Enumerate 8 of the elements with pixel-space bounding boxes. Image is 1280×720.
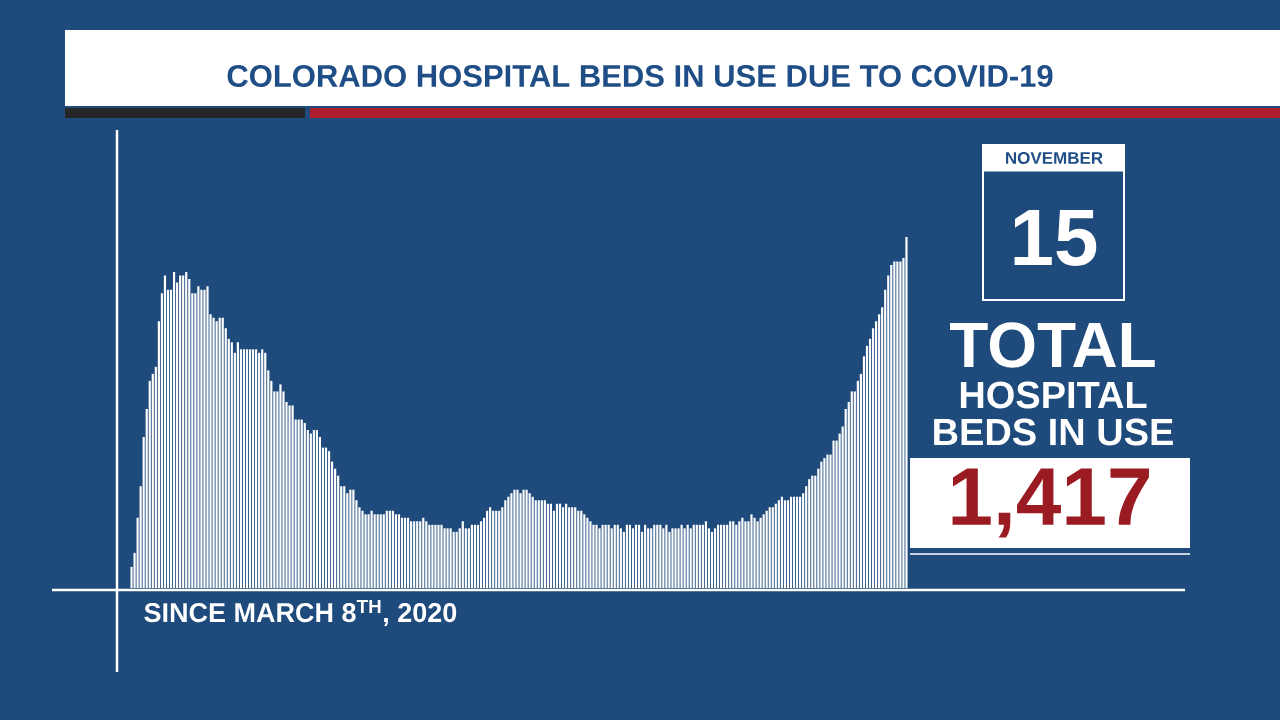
- text: TOTAL: [950, 322, 1155, 368]
- text: BEDS IN USE: [934, 418, 1173, 446]
- text: NOVEMBER: [1006, 151, 1103, 165]
- text: HOSPITAL: [960, 381, 1147, 409]
- chart-title: COLORADO HOSPITAL BEDS IN USE DUE TO COVID-19: [227, 65, 1053, 87]
- text: 1,417: [952, 468, 1149, 538]
- text: 15: [1014, 210, 1097, 266]
- text: SINCE MARCH 8$^{TH}$, 2020: [144, 599, 457, 627]
